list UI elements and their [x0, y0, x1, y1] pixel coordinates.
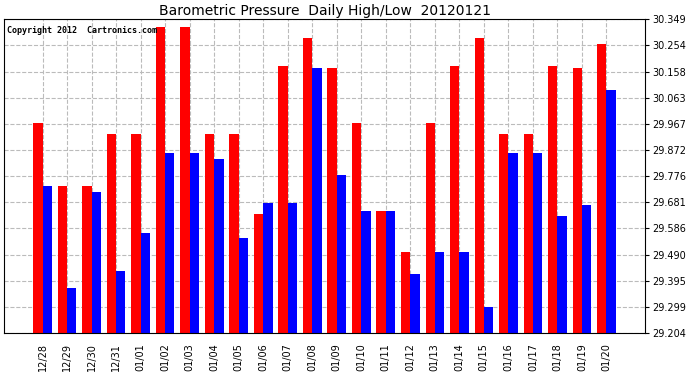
Bar [435, 252, 444, 333]
Bar [426, 123, 435, 333]
Bar [288, 202, 297, 333]
Bar [558, 216, 566, 333]
Bar [524, 134, 533, 333]
Bar [92, 192, 101, 333]
Bar [239, 238, 248, 333]
Bar [116, 271, 126, 333]
Bar [156, 27, 165, 333]
Bar [450, 66, 460, 333]
Bar [131, 134, 141, 333]
Bar [607, 90, 615, 333]
Bar [352, 123, 362, 333]
Bar [279, 66, 288, 333]
Bar [377, 211, 386, 333]
Bar [141, 233, 150, 333]
Bar [597, 44, 607, 333]
Title: Barometric Pressure  Daily High/Low  20120121: Barometric Pressure Daily High/Low 20120… [159, 4, 491, 18]
Bar [82, 186, 92, 333]
Bar [533, 153, 542, 333]
Bar [460, 252, 469, 333]
Bar [165, 153, 175, 333]
Bar [475, 38, 484, 333]
Bar [205, 134, 214, 333]
Bar [303, 38, 313, 333]
Bar [58, 186, 67, 333]
Bar [67, 288, 77, 333]
Bar [362, 211, 371, 333]
Bar [33, 123, 43, 333]
Bar [328, 68, 337, 333]
Bar [582, 206, 591, 333]
Bar [573, 68, 582, 333]
Text: Copyright 2012  Cartronics.com: Copyright 2012 Cartronics.com [8, 26, 157, 34]
Bar [499, 134, 509, 333]
Bar [214, 159, 224, 333]
Bar [180, 27, 190, 333]
Bar [190, 153, 199, 333]
Bar [107, 134, 116, 333]
Bar [43, 186, 52, 333]
Bar [254, 214, 264, 333]
Bar [313, 68, 322, 333]
Bar [484, 307, 493, 333]
Bar [386, 211, 395, 333]
Bar [548, 66, 558, 333]
Bar [509, 153, 518, 333]
Bar [264, 202, 273, 333]
Bar [337, 175, 346, 333]
Bar [401, 252, 411, 333]
Bar [411, 274, 420, 333]
Bar [229, 134, 239, 333]
